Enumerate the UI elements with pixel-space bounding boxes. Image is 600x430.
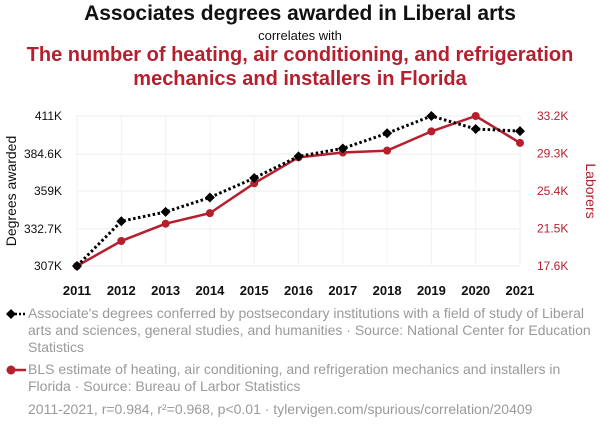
point-degrees — [470, 123, 481, 134]
point-degrees — [72, 261, 82, 271]
x-tick-label: 2013 — [151, 283, 180, 298]
y-right-axis-title: Laborers — [583, 163, 599, 218]
y-right-tick-label: 25.4K — [537, 184, 568, 198]
point-laborers — [516, 138, 524, 147]
y-right-tick-label: 17.6K — [537, 259, 568, 273]
point-degrees — [382, 128, 393, 139]
x-tick-label: 2015 — [240, 283, 269, 298]
point-degrees — [116, 216, 127, 227]
y-left-tick-label: 384.6K — [24, 147, 62, 161]
chart-title-secondary: The number of heating, air conditioning,… — [26, 44, 574, 90]
point-laborers — [427, 127, 436, 136]
x-tick-label: 2011 — [63, 283, 91, 298]
point-degrees — [515, 126, 525, 137]
y-right-tick-label: 21.5K — [537, 222, 568, 236]
point-laborers — [471, 112, 480, 120]
x-tick-label: 2021 — [506, 283, 535, 298]
point-degrees — [249, 173, 260, 184]
chart-title: Associates degrees awarded in Liberal ar… — [84, 2, 516, 25]
y-right-tick-label: 33.2K — [537, 109, 568, 123]
series-line-degrees — [75, 114, 521, 268]
point-degrees — [160, 206, 171, 217]
chart-footer: 2011-2021, r=0.984, r²=0.968, p<0.01 · t… — [28, 401, 533, 417]
point-laborers — [205, 209, 214, 218]
legend-label-laborers: BLS estimate of heating, air conditionin… — [28, 361, 561, 394]
y-left-tick-label: 307K — [34, 259, 62, 273]
legend-marker-laborers — [6, 365, 26, 375]
y-left-tick-label: 411K — [35, 109, 62, 123]
x-tick-label: 2018 — [373, 283, 402, 298]
point-laborers — [117, 237, 126, 245]
x-tick-label: 2017 — [328, 283, 357, 298]
point-degrees — [204, 192, 215, 203]
point-laborers — [250, 179, 259, 188]
y-left-tick-label: 359K — [34, 184, 62, 198]
x-tick-label: 2019 — [417, 283, 446, 298]
legend-marker-degrees — [6, 309, 26, 319]
y-left-tick-label: 332.7K — [24, 222, 62, 236]
point-laborers — [161, 219, 170, 228]
point-degrees — [426, 111, 437, 121]
x-tick-label: 2020 — [461, 283, 490, 298]
x-tick-label: 2014 — [195, 283, 225, 298]
point-degrees — [293, 151, 304, 162]
point-laborers — [383, 146, 392, 155]
chart-subtitle: correlates with — [258, 28, 342, 43]
y-left-axis-title: Degrees awarded — [3, 136, 19, 247]
legend-label-degrees: Associate's degrees conferred by postsec… — [28, 305, 591, 355]
x-tick-label: 2016 — [284, 283, 313, 298]
y-right-tick-label: 29.3K — [537, 147, 568, 161]
point-degrees — [337, 143, 348, 154]
x-tick-label: 2012 — [107, 283, 136, 298]
